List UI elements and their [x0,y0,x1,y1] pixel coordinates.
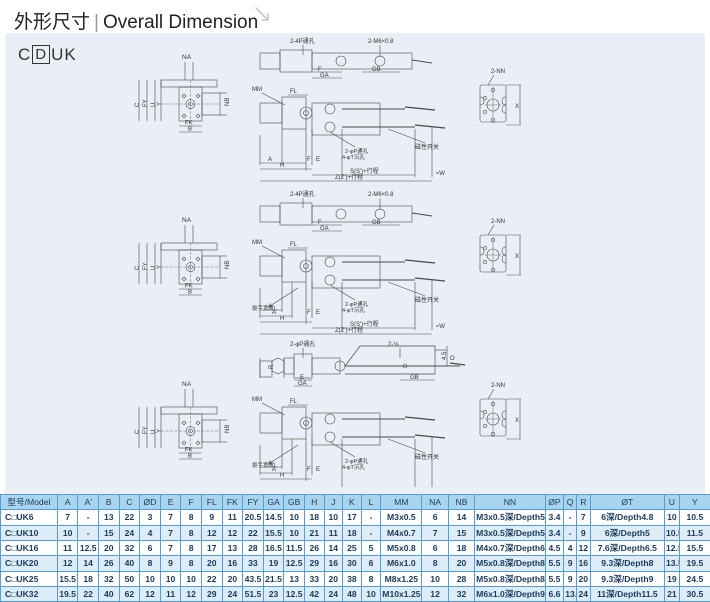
svg-text:H: H [280,316,284,322]
svg-text:E: E [316,310,320,316]
svg-text:H: H [280,163,284,169]
svg-text:2-NN: 2-NN [491,219,505,225]
svg-text:O: O [450,356,455,362]
svg-text:FL: FL [290,242,298,248]
svg-text:FL: FL [290,89,298,95]
svg-text:2-⅛: 2-⅛ [388,342,399,348]
svg-text:Y: Y [157,429,163,433]
svg-text:NA: NA [182,217,192,224]
svg-text:C: C [135,102,141,107]
svg-text:GA: GA [298,381,307,387]
svg-text:GA: GA [320,73,329,79]
svg-text:MM: MM [252,397,262,403]
svg-text:磁性开关: 磁性开关 [415,296,439,304]
svg-text:F: F [307,157,311,163]
svg-text:MM: MM [252,87,262,93]
svg-text:E: E [316,157,320,163]
svg-text:2-4P通孔: 2-4P通孔 [290,190,315,198]
svg-text:NB: NB [225,425,231,433]
svg-text:2-M6×0.8: 2-M6×0.8 [368,192,394,198]
svg-text:2-4P通孔: 2-4P通孔 [290,37,315,45]
svg-text:GB: GB [372,220,381,226]
svg-text:X: X [515,418,519,424]
svg-text:NB: NB [225,98,231,106]
svg-text:X: X [515,104,519,110]
svg-text:磁性开关: 磁性开关 [415,143,439,151]
svg-text:E: E [316,467,320,473]
svg-text:GA: GA [320,226,329,232]
svg-text:B: B [188,454,192,460]
svg-text:2-NN: 2-NN [491,69,505,75]
svg-text:FY: FY [143,99,149,107]
svg-text:C: C [135,265,141,270]
svg-text:NB: NB [225,261,231,269]
svg-text:GB: GB [372,67,381,73]
svg-text:F: F [307,467,311,473]
svg-text:≈W: ≈W [436,324,445,330]
svg-text:A': A' [272,310,277,316]
svg-text:A: A [268,157,272,163]
svg-text:H: H [280,473,284,479]
svg-text:≈W: ≈W [436,171,445,177]
svg-text:C: C [135,429,141,434]
svg-text:2-φP通孔: 2-φP通孔 [345,300,369,308]
svg-text:FY: FY [143,426,149,434]
svg-text:R: R [269,364,275,369]
svg-text:B: B [188,127,192,133]
svg-text:2-M6×0.8: 2-M6×0.8 [368,39,394,45]
svg-text:FY: FY [143,262,149,270]
svg-text:Z(Z')+行程: Z(Z')+行程 [335,173,363,181]
svg-text:FL: FL [290,399,298,405]
svg-text:Y: Y [157,265,163,269]
svg-text:S(S')+行程: S(S')+行程 [350,167,379,175]
svg-text:B: B [188,290,192,296]
svg-text:4-φT沉孔: 4-φT沉孔 [342,306,365,314]
svg-text:S(S')+行程: S(S')+行程 [350,320,379,328]
svg-text:2-NN: 2-NN [491,383,505,389]
svg-text:4-φT沉孔: 4-φT沉孔 [342,153,365,161]
svg-text:Z(Z')+行程: Z(Z')+行程 [335,326,363,334]
svg-text:NA: NA [182,381,192,388]
svg-text:X: X [515,254,519,260]
svg-text:磁性开关: 磁性开关 [415,453,439,461]
svg-text:NA: NA [182,54,192,61]
svg-text:F: F [307,310,311,316]
svg-text:A': A' [272,467,277,473]
svg-text:MM: MM [252,240,262,246]
svg-text:2-φP通孔: 2-φP通孔 [290,340,315,348]
svg-text:2-φP通孔: 2-φP通孔 [345,147,369,155]
svg-text:2-φP通孔: 2-φP通孔 [345,457,369,465]
svg-text:Y: Y [157,102,163,106]
svg-text:4-φT沉孔: 4-φT沉孔 [342,463,365,471]
svg-text:GB: GB [410,375,419,381]
